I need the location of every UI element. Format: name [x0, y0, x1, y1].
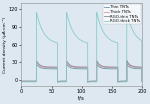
RGO-thick TNTs — [36, 12, 37, 13]
Thin TNTs — [141, 81, 143, 82]
Thick TNTs — [97, 64, 99, 65]
Legend: Thin TNTs, Thick TNTs, RGO-thin TNTs, RGO-thick TNTs: Thin TNTs, Thick TNTs, RGO-thin TNTs, RG… — [103, 4, 141, 24]
Thick TNTs — [36, 62, 37, 63]
Line: Thick TNTs: Thick TNTs — [21, 62, 142, 82]
Line: RGO-thick TNTs: RGO-thick TNTs — [21, 12, 142, 82]
RGO-thin TNTs — [110, 66, 112, 68]
Thick TNTs — [21, 81, 22, 82]
Line: RGO-thin TNTs: RGO-thin TNTs — [21, 61, 142, 82]
Thick TNTs — [57, 81, 59, 82]
RGO-thin TNTs — [141, 81, 143, 82]
Thick TNTs — [141, 81, 143, 82]
RGO-thick TNTs — [110, 39, 112, 41]
Thick TNTs — [116, 67, 118, 68]
Thin TNTs — [97, 65, 99, 66]
Thin TNTs — [27, 81, 28, 82]
Thin TNTs — [92, 81, 94, 82]
Thick TNTs — [27, 81, 28, 82]
RGO-thick TNTs — [64, 81, 66, 82]
RGO-thin TNTs — [97, 62, 99, 63]
Line: Thin TNTs: Thin TNTs — [21, 64, 142, 82]
RGO-thick TNTs — [21, 81, 22, 82]
RGO-thick TNTs — [141, 81, 143, 82]
RGO-thin TNTs — [116, 66, 118, 68]
RGO-thin TNTs — [21, 81, 22, 82]
Thin TNTs — [36, 64, 37, 65]
RGO-thin TNTs — [57, 81, 59, 82]
RGO-thin TNTs — [27, 81, 28, 82]
RGO-thick TNTs — [97, 17, 99, 18]
Thin TNTs — [21, 81, 22, 82]
Thick TNTs — [64, 81, 66, 82]
Thin TNTs — [64, 81, 66, 82]
X-axis label: t/s: t/s — [78, 96, 85, 101]
Y-axis label: Current density (μA·cm⁻²): Current density (μA·cm⁻²) — [3, 17, 8, 73]
RGO-thick TNTs — [116, 42, 118, 43]
Thick TNTs — [110, 67, 112, 68]
RGO-thin TNTs — [64, 81, 66, 82]
RGO-thick TNTs — [92, 81, 94, 82]
Thin TNTs — [57, 81, 59, 82]
RGO-thick TNTs — [57, 82, 59, 83]
Thin TNTs — [116, 68, 118, 69]
RGO-thick TNTs — [27, 81, 28, 82]
Thin TNTs — [110, 68, 112, 69]
Thick TNTs — [92, 81, 94, 82]
RGO-thin TNTs — [36, 60, 37, 61]
RGO-thin TNTs — [92, 81, 94, 82]
